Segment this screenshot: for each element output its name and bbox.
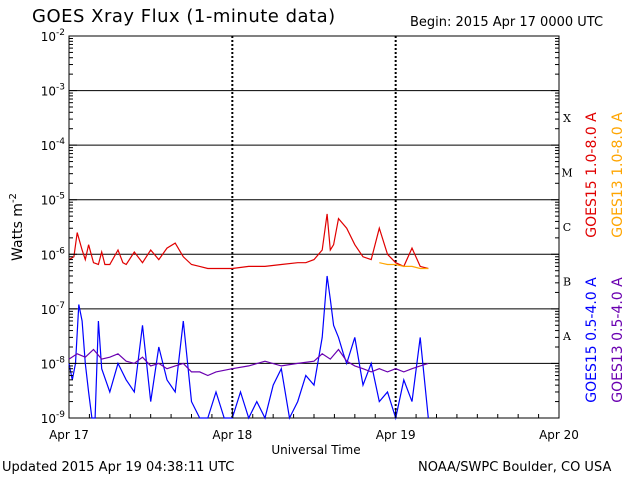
y-tick-label-base: 10	[41, 357, 56, 371]
y-axis-title-main: Watts m	[10, 203, 26, 261]
y-tick-label: 10-6	[41, 246, 66, 262]
y-tick-label-base: 10	[41, 30, 56, 44]
flare-class-label: A	[562, 330, 572, 343]
series-line	[68, 348, 429, 377]
x-tick-label: Apr 19	[376, 428, 416, 442]
x-tick-label: Apr 18	[212, 428, 252, 442]
plot-area	[68, 35, 560, 419]
y-tick-label: 10-8	[41, 355, 66, 371]
grid-layer	[69, 36, 559, 418]
flare-class-layer: A B C M X	[561, 112, 572, 343]
y-tick-label: 10-3	[41, 83, 65, 99]
begin-time-label: Begin: 2015 Apr 17 0000 UTC	[410, 15, 604, 30]
y-tick-label-exponent: -2	[56, 28, 65, 38]
series-layer	[68, 213, 429, 421]
y-tick-label-exponent: -7	[56, 301, 65, 311]
y-tick-label-exponent: -6	[56, 246, 65, 256]
y-tick-label: 10-2	[41, 28, 65, 44]
y-tick-label: 10-4	[41, 137, 66, 153]
y-tick-label: 10-5	[41, 192, 65, 208]
series-line	[68, 213, 429, 270]
flare-class-label: B	[563, 276, 571, 289]
y-tick-label-exponent: -3	[56, 83, 65, 93]
legend-entry: GOES13 0.5-4.0 A	[610, 277, 626, 403]
y-tick-label-exponent: -8	[56, 355, 65, 365]
y-tick-label-exponent: -5	[56, 192, 65, 202]
y-tick-label-base: 10	[41, 248, 56, 262]
flare-class-label: X	[563, 112, 571, 125]
x-axis-title: Universal Time	[271, 443, 360, 457]
y-tick-label-base: 10	[41, 194, 56, 208]
y-tick-label: 10-7	[41, 301, 65, 317]
y-tick-label-base: 10	[41, 412, 56, 426]
credit-label: NOAA/SWPC Boulder, CO USA	[418, 460, 612, 475]
series-line	[379, 262, 429, 270]
updated-timestamp: Updated 2015 Apr 19 04:38:11 UTC	[2, 460, 235, 475]
series-line	[68, 275, 429, 421]
y-tick-label: 10-9	[41, 410, 66, 426]
flare-class-label: C	[563, 221, 571, 234]
flare-class-label: M	[561, 166, 572, 179]
y-tick-label-base: 10	[41, 85, 56, 99]
y-axis-title: Watts m-2	[8, 193, 26, 261]
legend: GOES15 1.0-8.0 A GOES13 1.0-8.0 A GOES15 0…	[584, 112, 626, 403]
legend-entry: GOES15 0.5-4.0 A	[584, 277, 600, 403]
legend-entry: GOES15 1.0-8.0 A	[584, 112, 600, 238]
y-tick-label-exponent: -4	[56, 137, 65, 147]
chart-title: GOES Xray Flux (1-minute data)	[32, 6, 336, 27]
legend-entry: GOES13 1.0-8.0 A	[610, 112, 626, 238]
y-tick-label-base: 10	[41, 139, 56, 153]
y-tick-label-base: 10	[41, 303, 56, 317]
y-tick-label-exponent: -9	[56, 410, 65, 420]
x-tick-label: Apr 20	[539, 428, 579, 442]
y-axis-title-exponent: -2	[8, 193, 19, 203]
x-tick-label: Apr 17	[49, 428, 89, 442]
